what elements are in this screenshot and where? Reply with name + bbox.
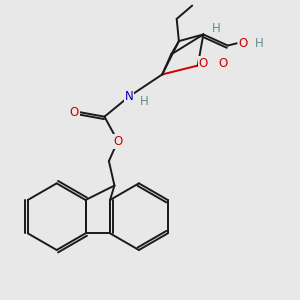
Text: O: O: [219, 57, 228, 70]
Text: H: H: [212, 22, 221, 35]
Text: O: O: [199, 57, 208, 70]
Text: O: O: [239, 37, 248, 50]
Text: O: O: [113, 135, 122, 148]
Text: H: H: [140, 94, 149, 108]
Text: H: H: [254, 37, 263, 50]
Text: O: O: [70, 106, 79, 119]
Text: N: N: [124, 90, 133, 103]
